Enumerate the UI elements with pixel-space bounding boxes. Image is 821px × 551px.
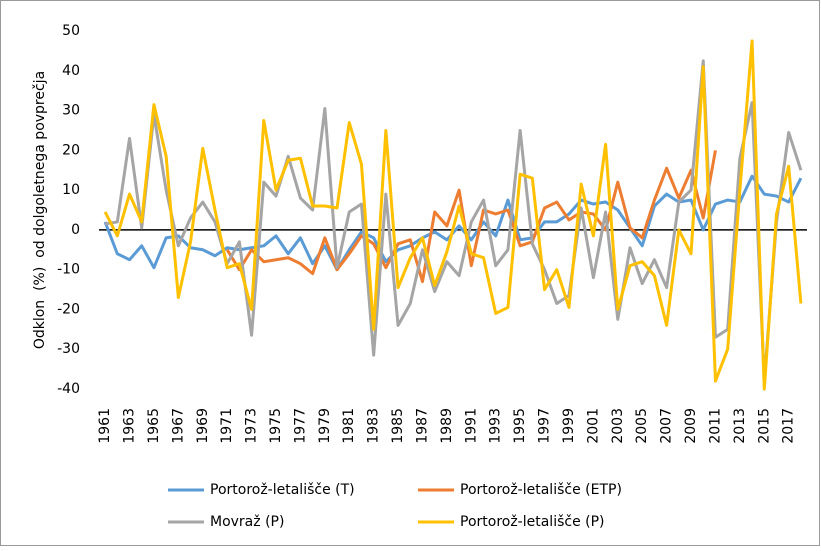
x-tick-label: 2017 [781, 408, 797, 444]
y-tick-label: 20 [62, 142, 80, 158]
x-tick-label: 2001 [585, 408, 601, 444]
y-tick-label: 10 [62, 182, 80, 198]
series-line [225, 150, 717, 284]
y-tick-label: -20 [57, 301, 80, 317]
y-tick-label: -40 [57, 381, 80, 397]
x-tick-label: 1999 [561, 408, 577, 444]
x-tick-label: 2007 [659, 408, 675, 444]
x-tick-label: 1989 [439, 408, 455, 444]
x-tick-label: 1963 [122, 408, 138, 444]
x-tick-label: 1979 [317, 408, 333, 444]
y-axis-label: Odklon (%) od dolgoletnega povprečja [32, 71, 48, 349]
x-tick-label: 1993 [488, 408, 504, 444]
y-tick-label: -30 [57, 341, 80, 357]
x-tick-label: 2015 [756, 408, 772, 444]
legend-label: Portorož-letališče (T) [210, 482, 355, 498]
x-tick-label: 1965 [146, 408, 162, 444]
legend-label: Portorož-letališče (P) [460, 514, 605, 530]
x-tick-label: 1983 [366, 408, 382, 444]
y-tick-label: 30 [62, 103, 80, 119]
y-tick-label: 50 [62, 23, 80, 39]
y-tick-label: -10 [57, 262, 80, 278]
x-tick-label: 1967 [170, 408, 186, 444]
legend-label: Portorož-letališče (ETP) [460, 482, 622, 498]
x-tick-label: 1997 [537, 408, 553, 444]
x-tick-label: 1985 [390, 408, 406, 444]
x-tick-label: 1977 [292, 408, 308, 444]
x-tick-label: 1971 [219, 408, 235, 444]
y-tick-label: 0 [71, 222, 80, 238]
x-tick-label: 2009 [683, 408, 699, 444]
x-tick-label: 1987 [414, 408, 430, 444]
legend-label: Movraž (P) [210, 514, 284, 530]
y-tick-label: 40 [62, 63, 80, 79]
x-tick-label: 2003 [610, 408, 626, 444]
x-tick-label: 1975 [268, 408, 284, 444]
x-tick-label: 2005 [634, 408, 650, 444]
x-tick-label: 1969 [195, 408, 211, 444]
x-tick-label: 1995 [512, 408, 528, 444]
x-tick-label: 1961 [97, 408, 113, 444]
x-tick-label: 2011 [707, 408, 723, 444]
x-tick-label: 1991 [463, 408, 479, 444]
x-tick-label: 2013 [732, 408, 748, 444]
x-tick-label: 1981 [341, 408, 357, 444]
series-line [103, 39, 803, 391]
x-tick-label: 1973 [244, 408, 260, 444]
